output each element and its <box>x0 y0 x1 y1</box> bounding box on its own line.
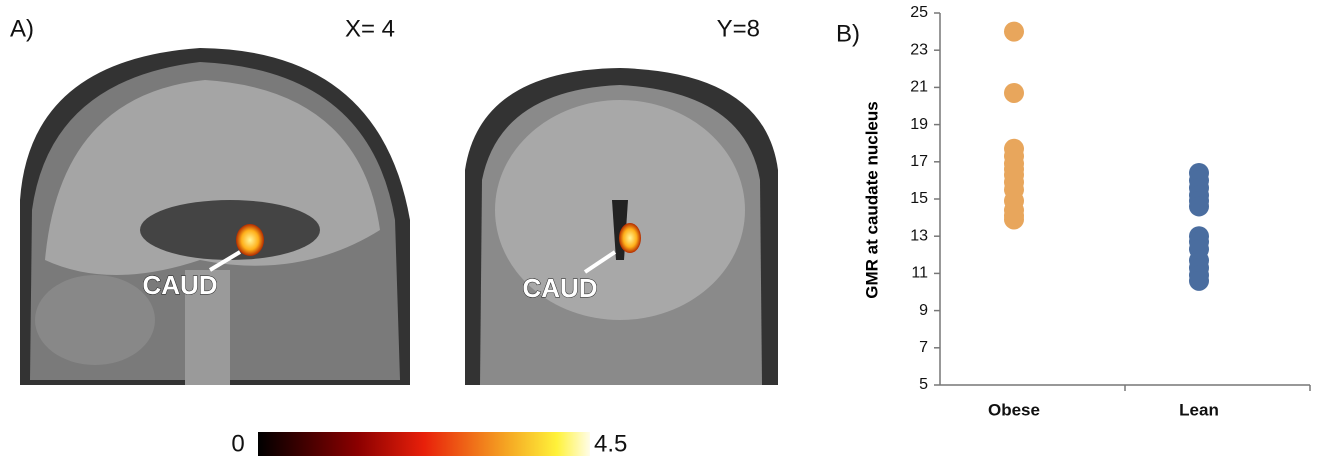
colorbar-max: 4.5 <box>594 430 627 457</box>
panel-label: A) <box>10 15 34 42</box>
region-label: CAUD <box>522 273 597 303</box>
y-tick-label: 9 <box>919 302 928 319</box>
sagittal-slice: CAUD <box>15 45 410 385</box>
point <box>1004 209 1024 229</box>
y-axis-label: GMR at caudate nucleus <box>862 101 881 298</box>
y-tick-label: 13 <box>910 227 928 244</box>
region-label: CAUD <box>142 270 217 300</box>
y-tick-label: 19 <box>910 116 928 133</box>
y-tick-label: 17 <box>910 153 928 170</box>
x-tick-label: Lean <box>1179 400 1219 419</box>
y-tick-label: 11 <box>911 265 928 282</box>
panel-label: B) <box>836 20 860 47</box>
point <box>1004 22 1024 42</box>
colorbar-min: 0 <box>231 430 244 457</box>
slice-label: Y=8 <box>717 15 760 42</box>
colorbar <box>258 432 590 456</box>
x-tick-label: Obese <box>988 400 1040 419</box>
coronal-slice: CAUD <box>452 65 790 385</box>
point <box>1004 83 1024 103</box>
slice-label: X= 4 <box>345 15 395 42</box>
y-tick-label: 7 <box>919 339 928 356</box>
y-tick-label: 25 <box>910 4 928 21</box>
point <box>1189 196 1209 216</box>
y-tick-label: 15 <box>910 190 928 207</box>
figure: CAUD CAUD A) X= 4 Y=8 0 4.5 B) GMR at ca… <box>0 0 1321 459</box>
y-tick-label: 5 <box>919 376 928 393</box>
y-tick-label: 21 <box>910 79 928 96</box>
y-tick-label: 23 <box>910 41 928 58</box>
point <box>1189 271 1209 291</box>
